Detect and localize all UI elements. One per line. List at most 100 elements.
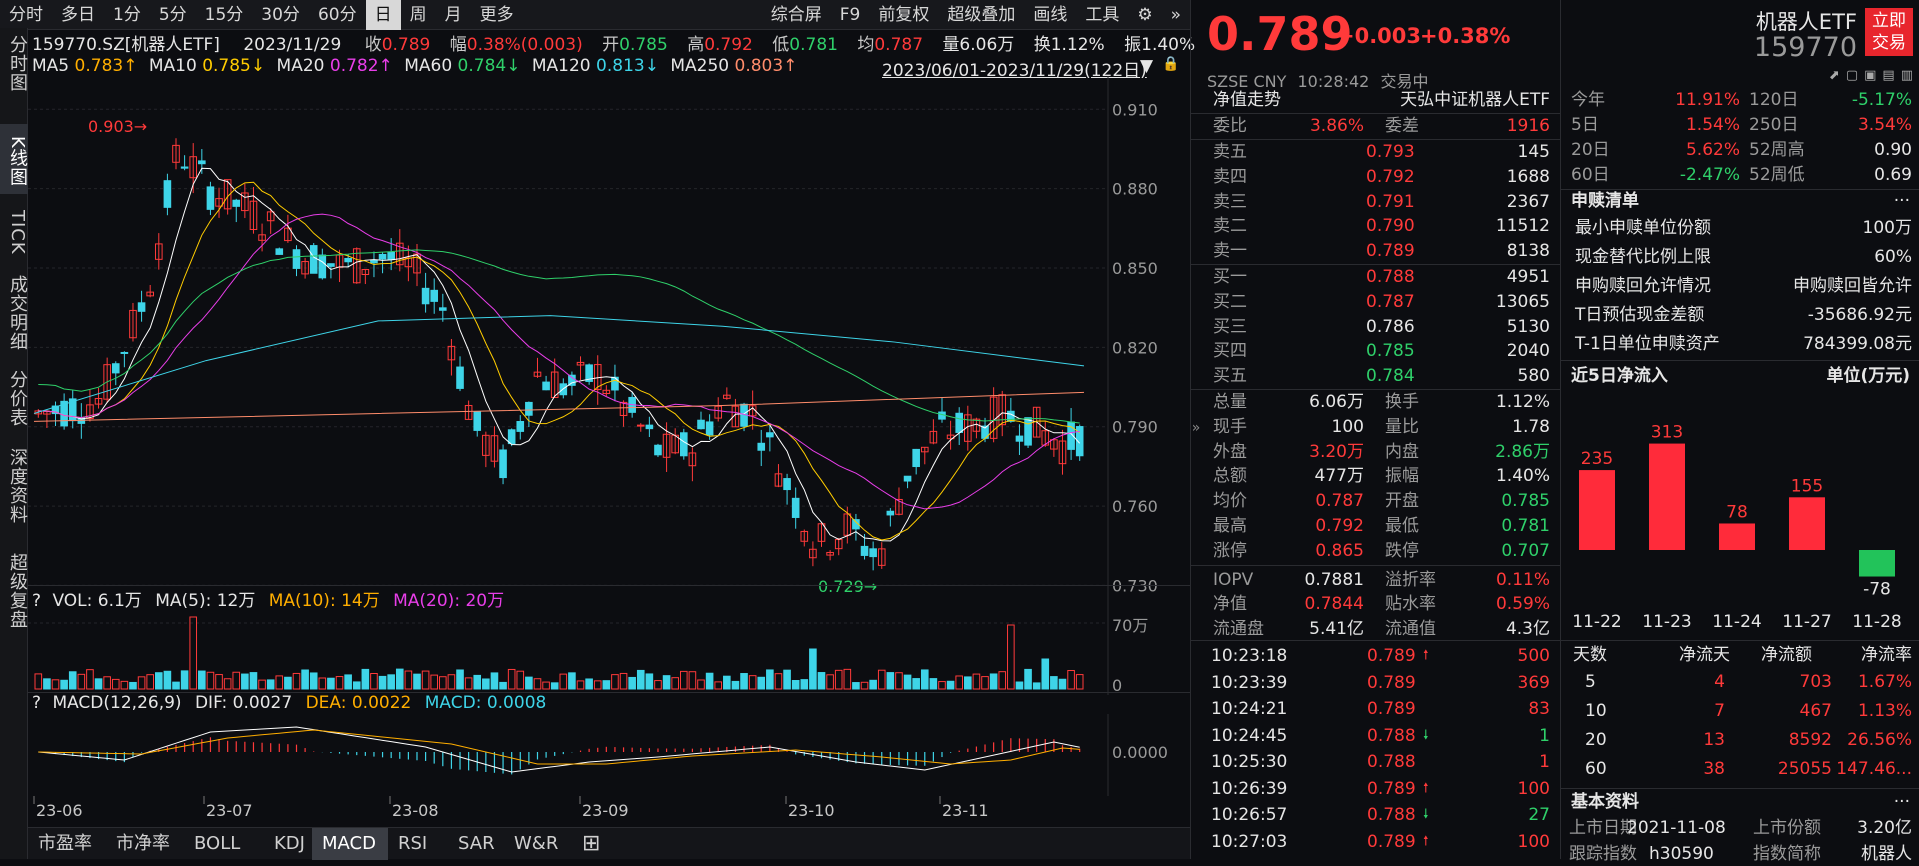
trade-status: 交易中 xyxy=(1380,72,1429,91)
left-view-4[interactable]: 分价表 xyxy=(7,369,28,427)
trade-now-button[interactable]: 立即 交易 xyxy=(1865,8,1913,56)
perf-row: 60日 -2.47% 52周低 0.69 xyxy=(1561,163,1919,187)
indicator-tab-5[interactable]: RSI xyxy=(398,833,428,854)
flow-netdays: 38 xyxy=(1703,759,1725,779)
amp-label: 幅 xyxy=(449,35,467,55)
tool-button-4[interactable]: 画线 xyxy=(1033,4,1068,25)
period-tab-6[interactable]: 60分 xyxy=(317,4,357,25)
settings-icon[interactable]: ▥ xyxy=(1900,68,1913,83)
lock-icon[interactable]: 🔒 xyxy=(1162,56,1180,72)
restore-icon[interactable]: ▣ xyxy=(1864,68,1877,83)
ask-volume: 8138 xyxy=(1506,241,1550,262)
min-annotation: 0.729→ xyxy=(818,577,877,596)
stat-row: 现手 100 量比 1.78 xyxy=(1191,415,1560,439)
range-dropdown-icon[interactable]: ▼ xyxy=(1140,56,1154,76)
nav-row[interactable]: 净值走势 天弘中证机器人ETF xyxy=(1191,88,1560,112)
tool-button-0[interactable]: 综合屏 xyxy=(770,4,822,25)
indicator-tab-4[interactable]: MACD xyxy=(312,828,388,860)
add-tab-icon[interactable]: ⊞ xyxy=(582,831,601,856)
period-tab-8[interactable]: 周 xyxy=(409,4,427,25)
ask-row[interactable]: 卖四 0.792 1688 xyxy=(1191,165,1560,189)
window-icon[interactable]: ▢ xyxy=(1845,68,1859,83)
period-tab-0[interactable]: 分时 xyxy=(9,4,43,25)
period-tab-5[interactable]: 30分 xyxy=(261,4,300,25)
ask-row[interactable]: 卖五 0.793 145 xyxy=(1191,140,1560,164)
ask-level: 卖五 xyxy=(1213,142,1247,162)
indicator-tab-2[interactable]: BOLL xyxy=(194,833,241,854)
arrow-up-icon: 🠕 xyxy=(1423,780,1429,796)
indicator-tab-7[interactable]: W&R xyxy=(514,833,559,854)
last-price: 0.789 xyxy=(1207,7,1353,61)
indicator-tab-1[interactable]: 市净率 xyxy=(116,833,170,854)
candle xyxy=(439,293,447,322)
period-tab-3[interactable]: 5分 xyxy=(158,4,187,25)
tool-button-5[interactable]: 工具 xyxy=(1085,4,1120,25)
swing-value: 振1.40% xyxy=(1124,35,1196,55)
left-view-6[interactable]: 超级复盘 xyxy=(7,553,28,629)
chevron-right-icon[interactable]: » xyxy=(1170,4,1181,25)
tick-volume: 100 xyxy=(1517,778,1550,799)
left-view-2[interactable]: TICK xyxy=(7,209,28,255)
indicator-tab-3[interactable]: KDJ xyxy=(274,833,305,854)
bid-row[interactable]: 买二 0.787 13065 xyxy=(1191,290,1560,314)
candle xyxy=(697,411,705,430)
candle xyxy=(688,447,697,482)
flow-amount: 703 xyxy=(1799,672,1832,692)
period-tab-1[interactable]: 多日 xyxy=(61,4,95,25)
flow-bar xyxy=(1579,470,1615,550)
candle xyxy=(774,464,783,488)
indicator-tab-6[interactable]: SAR xyxy=(458,833,495,854)
pin-icon[interactable]: ⬈ xyxy=(1828,68,1840,83)
tool-button-2[interactable]: 前复权 xyxy=(878,4,930,25)
stat-label2: 贴水率 xyxy=(1385,594,1436,615)
bid-row[interactable]: 买一 0.788 4951 xyxy=(1191,265,1560,289)
period-tab-4[interactable]: 15分 xyxy=(204,4,244,25)
volume-bar xyxy=(395,668,404,690)
ask-row[interactable]: 卖一 0.789 8138 xyxy=(1191,239,1560,263)
flow-bar xyxy=(1649,443,1685,550)
period-tab-9[interactable]: 月 xyxy=(444,4,462,25)
ask-row[interactable]: 卖三 0.791 2367 xyxy=(1191,190,1560,214)
period-tab-7[interactable]: 日 xyxy=(365,0,401,30)
divider xyxy=(1561,640,1919,641)
volume-bar xyxy=(103,676,111,690)
bid-row[interactable]: 买四 0.785 2040 xyxy=(1191,339,1560,363)
ma5-line xyxy=(38,167,1081,542)
weicha-label: 委差 xyxy=(1385,116,1419,136)
tool-button-3[interactable]: 超级叠加 xyxy=(947,4,1016,25)
vol-help-icon[interactable]: ? xyxy=(32,591,42,611)
kline-chart-area[interactable]: 159770.SZ[机器人ETF] 2023/11/29 收0.789 幅0.3… xyxy=(28,30,1195,820)
indicator-tab-0[interactable]: 市盈率 xyxy=(38,833,92,854)
volume-bar xyxy=(215,674,223,690)
left-view-3[interactable]: 成交明细 xyxy=(7,275,28,351)
ask-row[interactable]: 卖二 0.790 11512 xyxy=(1191,214,1560,238)
gear-icon[interactable]: ⚙ xyxy=(1137,4,1153,25)
bid-row[interactable]: 买五 0.784 580 xyxy=(1191,364,1560,388)
stat-value: 0.787 xyxy=(1315,491,1364,512)
period-tab-2[interactable]: 1分 xyxy=(113,4,141,25)
date-range[interactable]: 2023/06/01-2023/11/29(122日) xyxy=(882,61,1147,81)
left-view-0[interactable]: 分时图 xyxy=(7,34,28,92)
maximize-icon[interactable]: ▤ xyxy=(1882,68,1895,83)
volume-bar xyxy=(568,672,576,690)
more-icon[interactable]: ··· xyxy=(1893,792,1910,812)
more-icon[interactable]: ··· xyxy=(1893,191,1910,211)
candle xyxy=(809,541,817,567)
perf-row: 20日 5.62% 52周高 0.90 xyxy=(1561,138,1919,162)
collapse-panel-icon[interactable]: » xyxy=(1191,420,1201,436)
left-view-5[interactable]: 深度资料 xyxy=(7,448,28,524)
index-abbr-label: 指数简称 xyxy=(1753,844,1821,864)
divider xyxy=(1191,389,1560,390)
period-tab-10[interactable]: 更多 xyxy=(479,4,514,25)
flow-netdays: 13 xyxy=(1703,730,1725,750)
left-view-bar: 分时图 K线图 TICK 成交明细分价表深度资料超级复盘 xyxy=(0,28,28,859)
left-view-1[interactable]: K线图 xyxy=(0,124,28,194)
macd-help-icon[interactable]: ? xyxy=(32,693,42,713)
vol-ma5: MA(5): 12万 xyxy=(155,591,256,611)
candle xyxy=(482,431,490,468)
shares-value: 3.20亿 xyxy=(1857,818,1912,838)
stat-label: 外盘 xyxy=(1213,441,1247,462)
bid-row[interactable]: 买三 0.786 5130 xyxy=(1191,315,1560,339)
tool-button-1[interactable]: F9 xyxy=(839,4,861,25)
flow-days: 60 xyxy=(1585,759,1607,779)
